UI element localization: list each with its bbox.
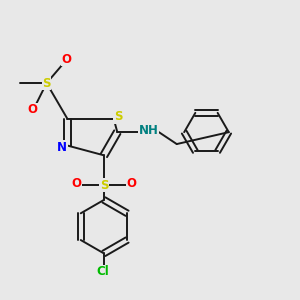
Text: S: S — [114, 110, 122, 123]
Text: S: S — [42, 76, 51, 90]
Text: O: O — [27, 103, 37, 116]
Text: O: O — [62, 53, 72, 66]
Text: NH: NH — [139, 124, 158, 137]
Text: S: S — [100, 178, 108, 192]
Text: N: N — [57, 140, 67, 154]
Text: O: O — [126, 177, 136, 190]
Text: O: O — [72, 177, 82, 190]
Text: Cl: Cl — [96, 265, 109, 278]
